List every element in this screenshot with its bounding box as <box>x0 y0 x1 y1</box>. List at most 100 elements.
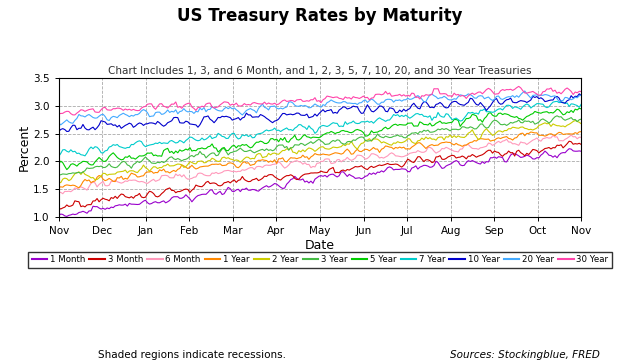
5 Year <box>575 106 583 111</box>
2 Year <box>572 118 579 123</box>
1 Month <box>577 149 585 153</box>
Title: Chart Includes 1, 3, and 6 Month, and 1, 2, 3, 5, 7, 10, 20, and 30 Year Treasur: Chart Includes 1, 3, and 6 Month, and 1,… <box>108 66 532 76</box>
20 Year <box>120 111 127 116</box>
1 Month <box>275 184 282 188</box>
30 Year <box>577 89 585 94</box>
7 Year <box>55 154 63 158</box>
3 Month <box>57 207 65 211</box>
10 Year <box>556 96 563 100</box>
20 Year <box>277 106 285 110</box>
10 Year <box>132 124 140 128</box>
3 Month <box>577 142 585 147</box>
3 Year <box>129 162 137 167</box>
Line: 6 Month: 6 Month <box>59 135 581 194</box>
3 Month <box>556 143 563 148</box>
3 Year <box>577 117 585 121</box>
3 Month <box>565 139 573 143</box>
3 Month <box>132 194 140 198</box>
7 Year <box>275 128 282 132</box>
10 Year <box>55 129 63 134</box>
Legend: 1 Month, 3 Month, 6 Month, 1 Year, 2 Year, 3 Year, 5 Year, 7 Year, 10 Year, 20 Y: 1 Month, 3 Month, 6 Month, 1 Year, 2 Yea… <box>28 252 612 268</box>
10 Year <box>277 114 285 118</box>
20 Year <box>275 107 282 111</box>
7 Year <box>129 143 137 147</box>
1 Month <box>55 213 63 218</box>
5 Year <box>55 162 63 166</box>
6 Month <box>55 190 63 195</box>
10 Year <box>479 103 486 107</box>
2 Year <box>577 122 585 126</box>
6 Month <box>479 145 486 150</box>
6 Month <box>132 178 140 182</box>
30 Year <box>120 108 127 113</box>
30 Year <box>69 113 77 117</box>
1 Year <box>55 185 63 189</box>
6 Month <box>120 180 127 185</box>
2 Year <box>275 152 282 157</box>
2 Year <box>57 180 65 185</box>
Line: 2 Year: 2 Year <box>59 121 581 183</box>
Text: Sources: Stockingblue, FRED: Sources: Stockingblue, FRED <box>450 350 600 360</box>
2 Year <box>479 131 486 136</box>
5 Year <box>277 136 285 140</box>
2 Year <box>277 150 285 154</box>
7 Year <box>553 99 561 104</box>
Text: US Treasury Rates by Maturity: US Treasury Rates by Maturity <box>177 7 463 25</box>
Y-axis label: Percent: Percent <box>17 124 30 171</box>
10 Year <box>120 125 127 129</box>
1 Month <box>63 214 70 219</box>
20 Year <box>132 112 140 117</box>
20 Year <box>521 89 529 93</box>
5 Year <box>556 108 563 112</box>
6 Month <box>277 161 285 166</box>
Text: Shaded regions indicate recessions.: Shaded regions indicate recessions. <box>98 350 286 360</box>
7 Year <box>273 128 280 132</box>
10 Year <box>63 129 70 134</box>
Line: 3 Year: 3 Year <box>59 116 581 175</box>
1 Year <box>277 157 285 161</box>
30 Year <box>515 84 522 89</box>
6 Month <box>59 192 67 196</box>
3 Month <box>277 178 285 182</box>
10 Year <box>575 92 583 96</box>
6 Month <box>567 133 575 137</box>
20 Year <box>479 94 486 98</box>
30 Year <box>275 102 282 106</box>
1 Month <box>277 185 285 189</box>
5 Year <box>120 157 127 162</box>
5 Year <box>63 167 70 172</box>
5 Year <box>479 120 486 124</box>
Line: 20 Year: 20 Year <box>59 91 581 125</box>
1 Year <box>132 172 140 177</box>
2 Year <box>132 170 140 174</box>
10 Year <box>577 93 585 98</box>
5 Year <box>132 157 140 161</box>
3 Year <box>553 114 561 118</box>
2 Year <box>120 169 127 174</box>
Line: 10 Year: 10 Year <box>59 94 581 131</box>
Line: 1 Year: 1 Year <box>59 132 581 188</box>
1 Year <box>577 130 585 134</box>
3 Year <box>556 115 563 119</box>
10 Year <box>275 117 282 121</box>
1 Year <box>75 186 83 190</box>
1 Year <box>556 130 563 135</box>
7 Year <box>477 108 484 112</box>
5 Year <box>577 107 585 111</box>
6 Month <box>275 159 282 164</box>
Line: 5 Year: 5 Year <box>59 108 581 170</box>
5 Year <box>275 140 282 144</box>
20 Year <box>577 93 585 98</box>
6 Month <box>556 139 563 143</box>
7 Year <box>577 102 585 106</box>
1 Month <box>479 159 486 164</box>
1 Month <box>565 147 573 151</box>
3 Month <box>275 177 282 181</box>
3 Month <box>55 206 63 210</box>
3 Year <box>118 161 125 165</box>
3 Year <box>275 143 282 147</box>
1 Month <box>556 153 563 157</box>
2 Year <box>55 180 63 184</box>
20 Year <box>55 121 63 125</box>
1 Year <box>120 177 127 181</box>
